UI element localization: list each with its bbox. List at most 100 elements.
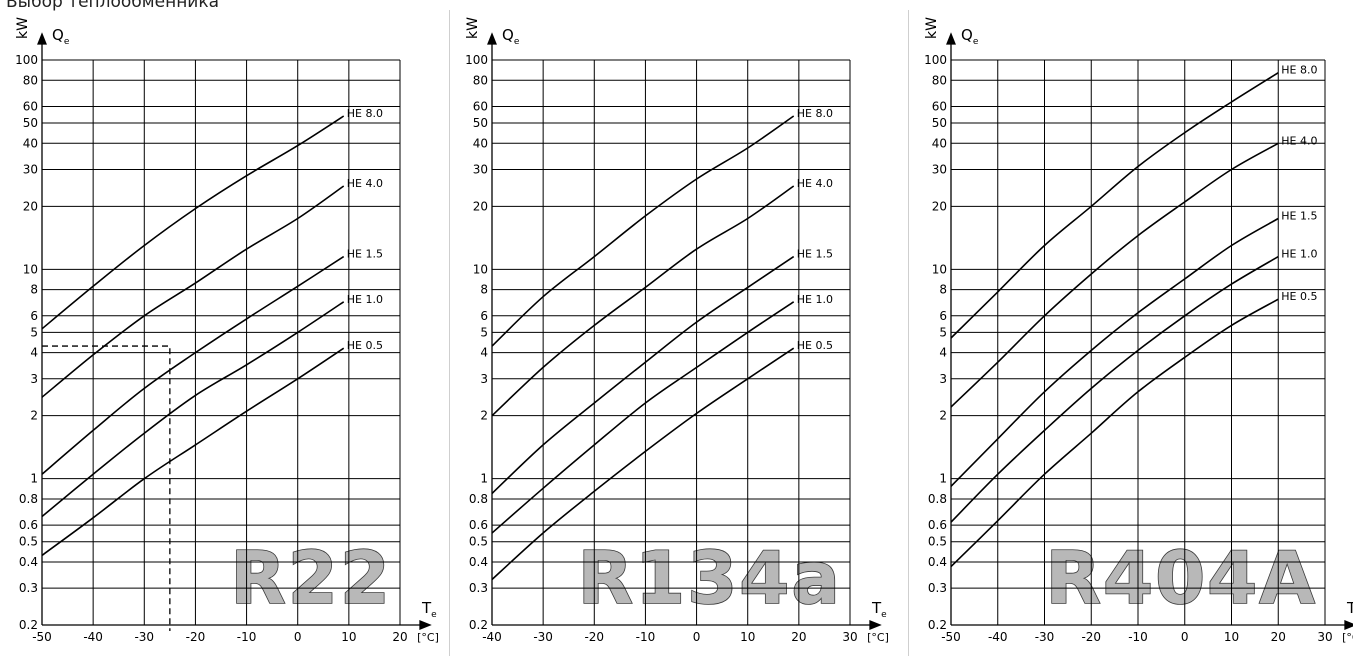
y-axis-title: Qe — [961, 26, 979, 47]
refrigerant-label: R134a — [578, 536, 842, 620]
series-line-he-4-0 — [950, 142, 1279, 408]
grid — [492, 59, 851, 625]
series-label-he-1-5: HE 1.5 — [797, 248, 833, 261]
y-tick-label: 80 — [473, 73, 488, 87]
y-tick-label: 20 — [23, 199, 38, 213]
series-label-he-4-0: HE 4.0 — [797, 177, 833, 190]
y-tick-label: 0.4 — [469, 555, 488, 569]
axes — [487, 32, 882, 630]
series-line-he-1-0 — [41, 301, 345, 518]
y-tick-label: 60 — [473, 99, 488, 113]
series-label-he-1-5: HE 1.5 — [1281, 209, 1317, 222]
x-axis-title: Te — [1346, 599, 1353, 620]
y-tick-label: 40 — [932, 136, 947, 150]
chart-svg-r404a: R404A -50 -40 -30 -20 -10 0 10 20 30 [°C] Te 0.2 0.3 0… — [924, 17, 1353, 644]
x-tick-label: -20 — [1081, 630, 1101, 644]
y-tick-label: 8 — [30, 283, 38, 297]
series-line-he-1-5 — [491, 255, 795, 495]
x-axis-arrow — [1344, 620, 1353, 630]
series-line-he-4-0 — [41, 185, 345, 398]
series-line-he-1-5 — [950, 217, 1279, 487]
y-tick-label: 50 — [23, 116, 38, 130]
y-tick-label: 6 — [939, 309, 947, 323]
guide-dashed-line — [42, 345, 171, 631]
panel-divider — [449, 10, 450, 656]
y-axis-arrow — [946, 32, 956, 45]
series-label-he-8-0: HE 8.0 — [347, 107, 383, 120]
x-tick-label: 20 — [392, 630, 407, 644]
y-tick-label: 4 — [30, 346, 38, 360]
x-axis-title-sub: e — [431, 610, 437, 620]
y-tick-label: 40 — [473, 136, 488, 150]
y-tick-label: 2 — [480, 409, 488, 423]
y-tick-label: 30 — [473, 162, 488, 176]
x-tick-label: 20 — [791, 630, 806, 644]
x-tick-label: 10 — [1224, 630, 1239, 644]
y-tick-label: 0.5 — [19, 535, 38, 549]
x-axis-title: Te — [421, 599, 437, 620]
y-tick-label: 100 — [15, 53, 38, 67]
series-label-he-0-5: HE 0.5 — [797, 339, 833, 352]
x-unit-label: [°C] — [867, 631, 889, 644]
x-tick-label: -30 — [1035, 630, 1055, 644]
series-line-he-1-0 — [950, 255, 1279, 523]
grid — [951, 59, 1326, 625]
y-tick-label: 2 — [30, 409, 38, 423]
y-axis-title-main: Q — [961, 26, 973, 44]
series-label-he-0-5: HE 0.5 — [347, 339, 383, 352]
y-axis-title: Qe — [52, 26, 70, 47]
series-line-he-8-0 — [491, 115, 795, 347]
series-label-he-8-0: HE 8.0 — [1281, 64, 1317, 77]
y-tick-label: 2 — [939, 409, 947, 423]
y-tick-label: 60 — [932, 99, 947, 113]
y-unit-label: kW — [465, 17, 481, 39]
y-tick-label: 0.5 — [469, 535, 488, 549]
y-tick-label: 0.8 — [469, 492, 488, 506]
x-tick-label: -50 — [32, 630, 52, 644]
y-tick-label: 5 — [939, 325, 947, 339]
y-tick-label: 50 — [932, 116, 947, 130]
x-axis-arrow — [869, 620, 882, 630]
series-line-he-8-0 — [950, 72, 1279, 339]
chart-svg-r22: R22 -50 -40 -30 -20 -10 0 10 20 [°C] Te 0.2 0.3 0.4 0.… — [15, 17, 439, 644]
y-tick-label: 8 — [939, 283, 947, 297]
y-tick-label: 0.8 — [928, 492, 947, 506]
axes — [37, 32, 432, 630]
y-tick-label: 100 — [465, 53, 488, 67]
y-tick-label: 10 — [23, 262, 38, 276]
y-tick-label: 30 — [932, 162, 947, 176]
y-tick-label: 8 — [480, 283, 488, 297]
series-line-he-0-5 — [950, 298, 1279, 568]
series-line-he-8-0 — [41, 115, 345, 330]
y-tick-label: 4 — [939, 346, 947, 360]
x-unit-label: [°C] — [1342, 631, 1353, 644]
x-tick-label: -40 — [482, 630, 502, 644]
y-tick-label: 100 — [924, 53, 947, 67]
x-tick-label: -30 — [134, 630, 154, 644]
x-tick-label: 0 — [1181, 630, 1189, 644]
series-label-he-1-0: HE 1.0 — [1281, 248, 1317, 261]
series-line-he-0-5 — [491, 347, 795, 581]
axes — [946, 32, 1353, 630]
refrigerant-label: R22 — [230, 536, 392, 620]
chart-svg-r134a: R134a -40 -30 -20 -10 0 10 20 30 [°C] Te 0.2 0.3 0.4 0… — [465, 17, 889, 644]
x-tick-label: -10 — [636, 630, 656, 644]
y-tick-label: 0.3 — [928, 581, 947, 595]
y-tick-label: 0.3 — [469, 581, 488, 595]
chart-panel-r404a: R404A -50 -40 -30 -20 -10 0 10 20 30 [°C] Te 0.2 0.3 0… — [909, 10, 1353, 656]
y-tick-label: 0.6 — [469, 518, 488, 532]
y-axis-title-main: Q — [52, 26, 64, 44]
x-axis-title-main: T — [1346, 599, 1353, 617]
y-tick-label: 0.4 — [19, 555, 38, 569]
series-label-he-1-0: HE 1.0 — [797, 293, 833, 306]
chart-panel-r22: R22 -50 -40 -30 -20 -10 0 10 20 [°C] Te 0.2 0.3 0.4 0.… — [0, 10, 449, 656]
x-tick-label: -10 — [1128, 630, 1148, 644]
y-tick-label: 50 — [473, 116, 488, 130]
y-axis-title-sub: e — [973, 37, 979, 47]
x-axis-title-main: T — [421, 599, 432, 617]
y-tick-label: 5 — [480, 325, 488, 339]
x-tick-label: 10 — [740, 630, 755, 644]
x-axis-title-sub: e — [881, 610, 887, 620]
y-tick-label: 0.2 — [19, 618, 38, 632]
x-axis-title-main: T — [871, 599, 882, 617]
